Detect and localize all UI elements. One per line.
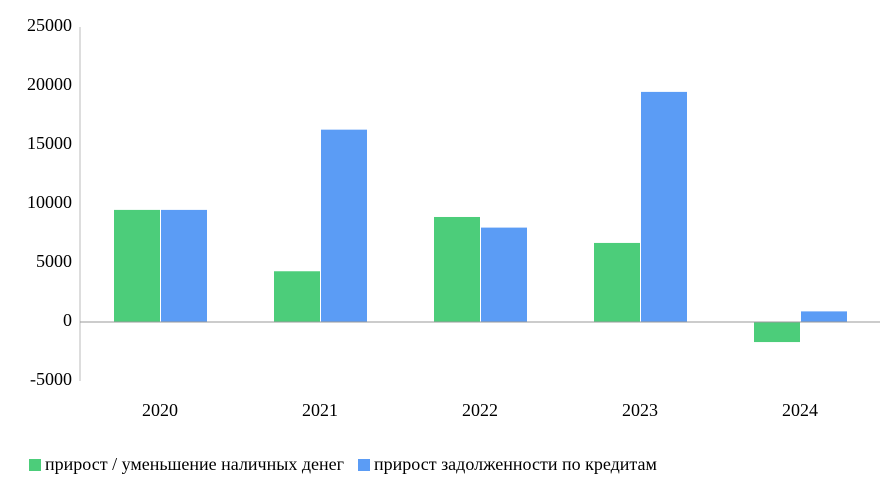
bar bbox=[754, 322, 800, 343]
y-tick-label: 0 bbox=[63, 310, 72, 330]
bar bbox=[801, 311, 847, 322]
legend-swatch bbox=[29, 459, 41, 471]
bar bbox=[481, 227, 527, 322]
x-tick-label: 2021 bbox=[302, 400, 338, 420]
legend-label: прирост задолженности по кредитам bbox=[374, 454, 657, 474]
bar bbox=[321, 129, 367, 322]
y-tick-label: -5000 bbox=[30, 369, 72, 389]
bar bbox=[641, 91, 687, 323]
bar bbox=[114, 209, 160, 322]
x-tick-label: 2023 bbox=[622, 400, 658, 420]
bar bbox=[161, 209, 207, 322]
x-tick-label: 2020 bbox=[142, 400, 178, 420]
legend-label: прирост / уменьшение наличных денег bbox=[45, 454, 344, 474]
y-tick-label: 25000 bbox=[27, 15, 72, 35]
y-tick-label: 20000 bbox=[27, 74, 72, 94]
bar bbox=[434, 216, 480, 322]
bar bbox=[594, 242, 640, 322]
y-tick-label: 10000 bbox=[27, 192, 72, 212]
y-tick-label: 15000 bbox=[27, 133, 72, 153]
legend-swatch bbox=[358, 459, 370, 471]
bar bbox=[274, 271, 320, 322]
y-tick-label: 5000 bbox=[36, 251, 72, 271]
x-tick-label: 2022 bbox=[462, 400, 498, 420]
x-tick-label: 2024 bbox=[782, 400, 818, 420]
